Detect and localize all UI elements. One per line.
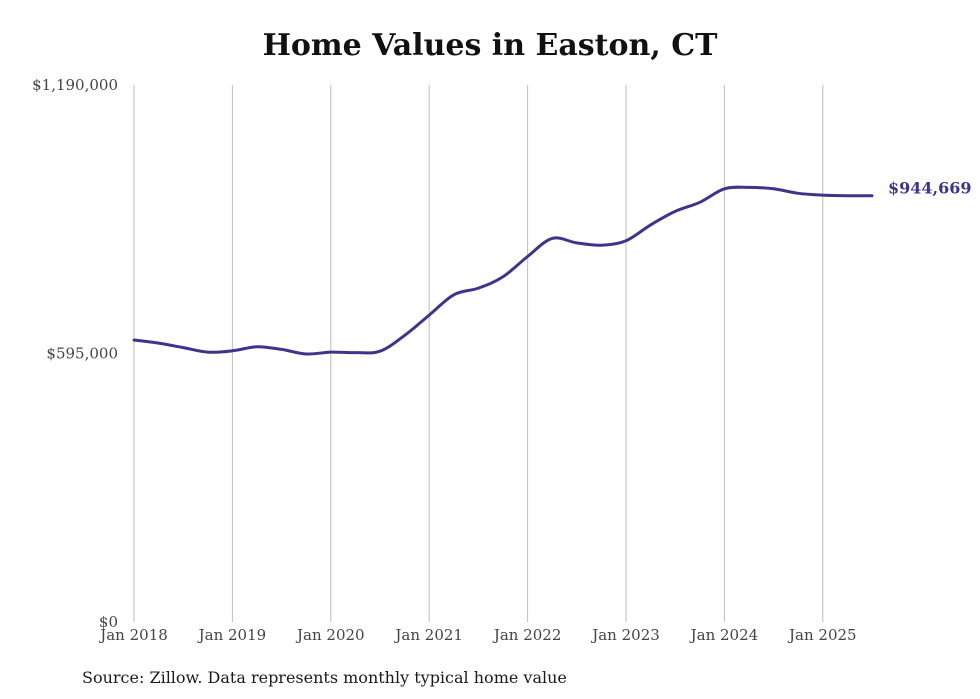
x-tick-label: Jan 2019 [197, 626, 267, 644]
x-tick-label: Jan 2018 [98, 626, 168, 644]
x-axis-ticks: Jan 2018 Jan 2019 Jan 2020 Jan 2021 Jan 2022… [98, 626, 856, 644]
source-note: Source: Zillow. Data represents monthly … [82, 668, 567, 687]
y-tick-label: $0 [99, 613, 118, 631]
gridlines [133, 85, 824, 622]
chart-title: Home Values in Easton, CT [262, 28, 718, 63]
x-tick-label: Jan 2021 [393, 626, 463, 644]
y-tick-label: $1,190,000 [32, 76, 118, 94]
series-line-home-value [132, 185, 874, 356]
y-axis-ticks: $0 $595,000 $1,190,000 [32, 76, 118, 631]
x-tick-label: Jan 2023 [590, 626, 660, 644]
y-tick-label: $595,000 [46, 345, 118, 363]
x-tick-label: Jan 2022 [492, 626, 562, 644]
x-tick-label: Jan 2024 [689, 626, 759, 644]
x-tick-label: Jan 2020 [295, 626, 365, 644]
x-tick-label: Jan 2025 [787, 626, 857, 644]
end-value-label: $944,669 [888, 179, 972, 198]
